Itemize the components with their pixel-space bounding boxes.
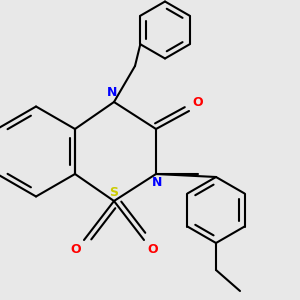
Text: O: O xyxy=(147,243,158,256)
Text: S: S xyxy=(110,187,118,200)
Text: O: O xyxy=(192,97,202,110)
Text: N: N xyxy=(152,176,163,188)
Text: O: O xyxy=(70,243,81,256)
Text: N: N xyxy=(107,86,118,99)
